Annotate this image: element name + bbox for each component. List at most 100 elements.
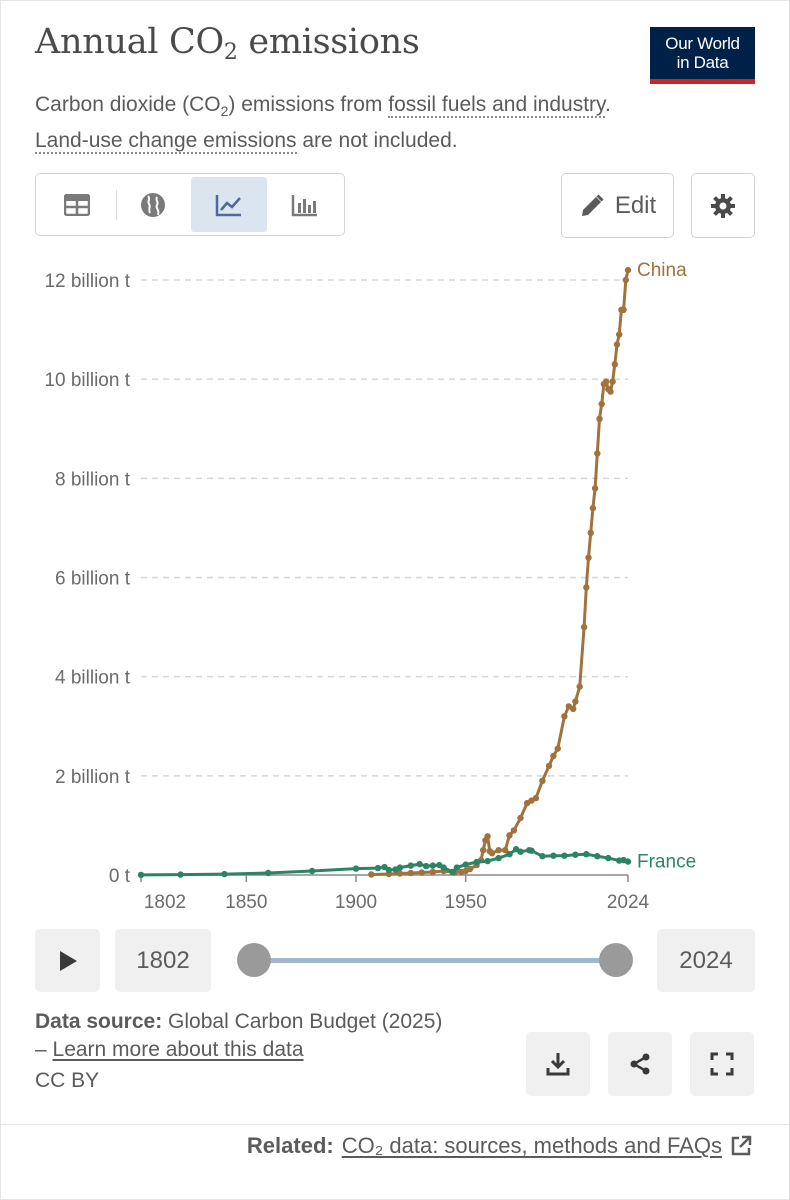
tab-chart[interactable] [191,177,267,232]
data-point-france [308,867,316,875]
footer-divider [1,1124,789,1125]
data-point-france [583,851,590,858]
data-point-china [429,868,436,876]
timeline-slider-track[interactable] [255,958,617,963]
data-point-china [532,794,540,802]
play-button[interactable] [35,929,100,992]
series-label-china: China [637,260,687,281]
edit-label: Edit [614,191,657,219]
y-tick-label: 0 t [109,866,131,887]
end-year-label[interactable]: 2024 [657,929,755,992]
data-point-china [484,833,491,840]
x-tick-label: 1950 [445,892,487,913]
data-point-china [550,752,557,760]
data-point-china [583,584,590,591]
data-point-china [576,683,583,690]
data-point-china [407,869,414,877]
data-point-china [589,504,597,512]
data-point-china [611,361,618,368]
fullscreen-icon [710,1052,734,1076]
data-point-china [620,306,627,313]
series-line-china[interactable] [371,269,630,876]
y-tick-label: 10 billion t [44,370,130,391]
data-point-china [510,827,518,834]
data-point-france [352,865,360,872]
play-icon [59,950,77,971]
x-tick-label: 1900 [335,892,377,913]
data-point-france [605,854,612,862]
line-chart-icon [215,194,241,216]
timeline-start-handle[interactable] [237,943,271,977]
data-point-china [622,276,629,284]
gear-icon [711,193,735,218]
data-point-france [429,862,436,869]
tab-table[interactable] [39,177,115,232]
data-point-china [506,832,513,839]
logo-line-1: Our World [665,34,740,53]
fullscreen-button[interactable] [690,1032,754,1096]
data-point-france [374,864,382,872]
table-icon [64,193,90,216]
land-use-link[interactable]: Land-use change emissions [35,129,297,155]
data-point-france [449,868,456,876]
edit-button[interactable]: Edit [561,173,674,238]
related-co2-link[interactable]: CO₂ data: sources, methods and FAQs [341,1133,722,1158]
data-point-china [585,554,592,561]
settings-button[interactable] [691,173,755,238]
data-point-china [602,378,610,385]
data-point-china [607,388,614,395]
x-tick-label: 2024 [607,892,650,913]
data-point-china [480,847,487,854]
start-year-label[interactable]: 1802 [115,929,211,992]
data-point-china [488,850,496,857]
bar-chart-icon [291,194,317,216]
data-point-china [572,698,579,705]
data-point-france [506,851,513,858]
data-point-china [368,871,375,878]
data-point-france [265,869,272,877]
data-point-china [396,870,404,877]
x-tick-label: 1802 [144,892,186,913]
data-point-china [570,705,577,713]
share-button[interactable] [608,1032,672,1096]
pencil-icon [581,193,604,216]
data-point-china [580,623,588,631]
data-point-china [418,869,425,876]
data-point-france [423,862,430,870]
x-tick-label: 1850 [225,892,267,913]
fossil-fuels-link[interactable]: fossil fuels and industry [388,93,605,118]
chart-subtitle: Carbon dioxide (CO2) emissions from foss… [35,93,611,155]
data-point-china [594,450,601,457]
data-point-china [539,777,546,784]
data-point-china [598,400,605,408]
timeline-end-handle[interactable] [599,943,633,977]
data-point-china [517,814,524,822]
chart-title: Annual CO2 emissions [35,22,420,65]
owid-logo[interactable]: Our World in Data [650,27,755,84]
learn-more-link[interactable]: Learn more about this data [52,1038,304,1061]
download-button[interactable] [526,1032,590,1096]
series-label-france: France [637,852,696,873]
license-label: CC BY [35,1069,100,1092]
data-point-china [609,378,616,385]
data-point-france [396,864,404,871]
data-point-france [550,852,557,859]
data-point-france [453,864,461,871]
line-chart: 0 t 2 billion t 4 billion t 6 billion t 8 bi… [44,260,696,913]
data-point-china [596,415,603,422]
view-tabs [35,173,345,236]
data-point-china [561,713,568,720]
data-point-china [466,865,474,873]
data-point-france [440,864,447,871]
data-point-china [613,341,621,348]
data-point-france [561,852,568,859]
data-point-france [495,854,502,862]
logo-line-2: in Data [676,53,729,72]
tab-bar[interactable] [267,177,343,232]
globe-icon [141,192,165,217]
tab-map[interactable] [115,177,191,232]
data-point-france [407,862,414,869]
data-point-france [624,858,632,865]
data-point-china [545,762,553,770]
data-point-china [495,847,502,854]
